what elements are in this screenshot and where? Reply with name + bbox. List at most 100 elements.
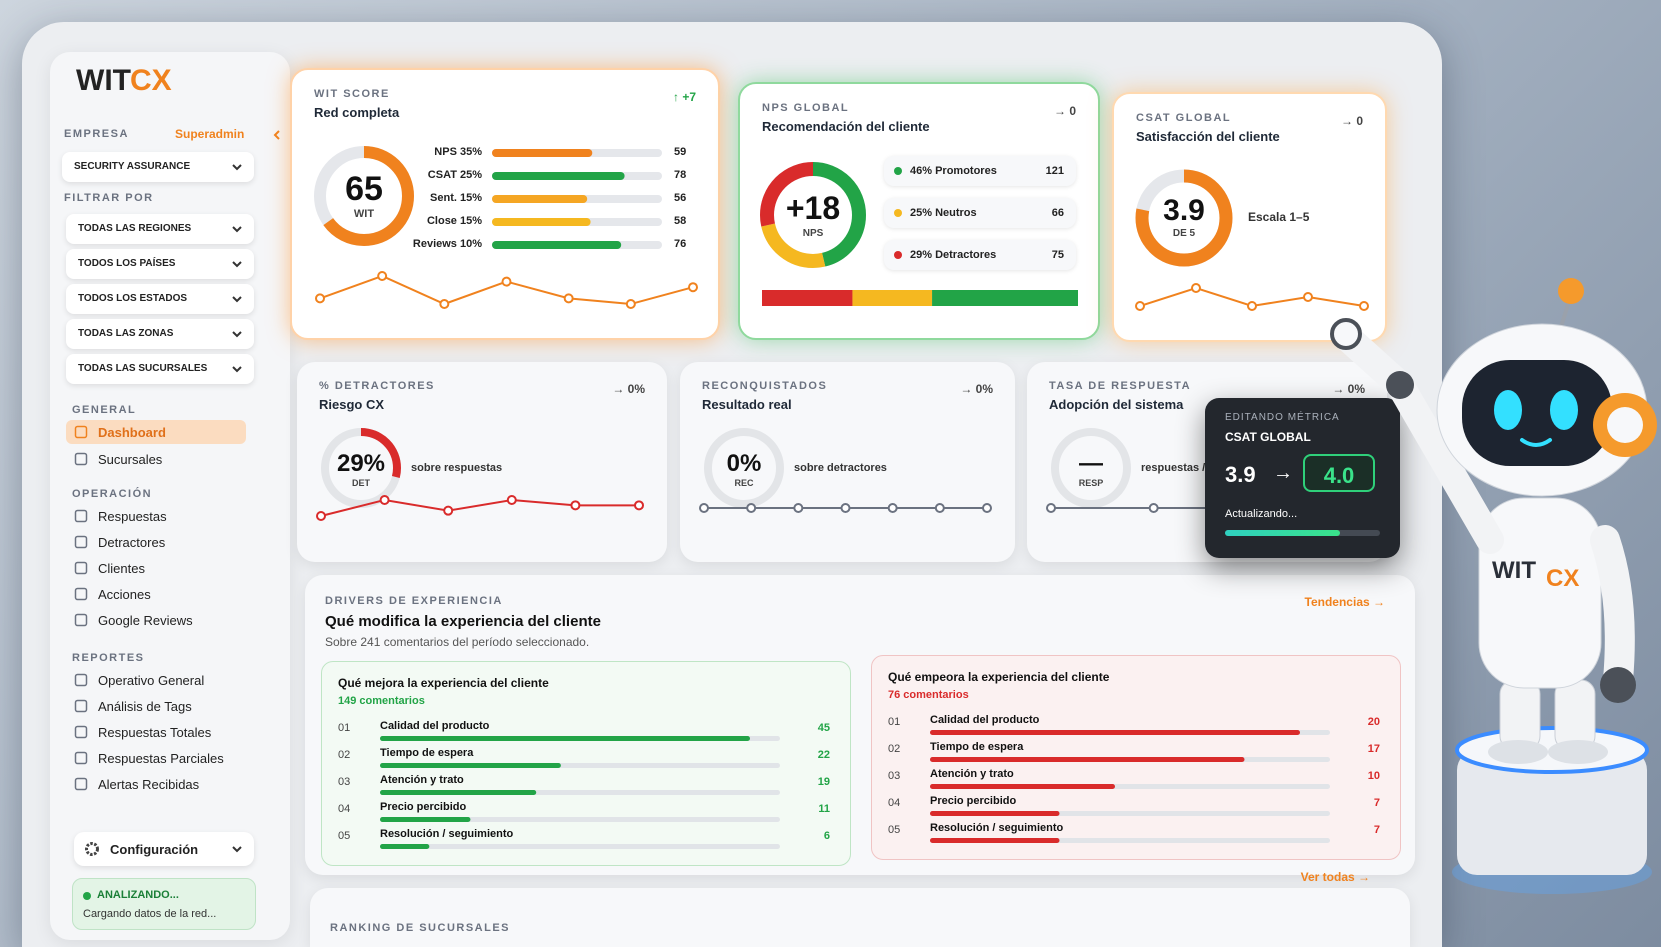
driver-value: 11 — [818, 803, 830, 815]
chevron — [232, 226, 242, 233]
nps-segment-pill: 29% Detractores 75 — [884, 240, 1076, 270]
dropdown-text: TODAS LAS REGIONES — [78, 223, 192, 234]
metric-editor-popup: EDITANDO MÉTRICA CSAT GLOBAL 3.9 → 4.0 Actual… — [1205, 398, 1400, 558]
nav-item[interactable]: Respuestas Totales — [66, 720, 246, 744]
dropdown[interactable]: TODAS LAS ZONAS — [66, 319, 254, 349]
gauge-arc — [321, 428, 401, 508]
trends-link[interactable]: Tendencias → — [1304, 595, 1385, 609]
robot-eye — [1494, 390, 1522, 430]
component-value: 59 — [674, 146, 687, 158]
nav-item[interactable]: Respuestas Parciales — [66, 746, 246, 770]
robot-elbow — [1386, 371, 1414, 399]
dropdown[interactable]: TODOS LOS PAÍSES — [66, 249, 254, 279]
settings-button[interactable]: Configuración — [74, 832, 254, 866]
dropdown[interactable]: TODAS LAS SUCURSALES — [66, 354, 254, 384]
driver-bar — [930, 730, 1330, 735]
dropdown[interactable]: SECURITY ASSURANCE — [62, 152, 254, 182]
dropdown[interactable]: TODAS LAS REGIONES — [66, 214, 254, 244]
nav-icon — [74, 777, 88, 791]
robot-chest-logo: WIT — [1492, 557, 1536, 584]
legend-dot — [894, 209, 902, 217]
dropdown[interactable]: TODOS LOS ESTADOS — [66, 284, 254, 314]
bar-fill — [492, 241, 622, 249]
sparkline — [1135, 283, 1369, 311]
card-delta: → 0 — [1053, 104, 1076, 118]
chevron-icon — [232, 296, 242, 303]
card-subtitle: Adopción del sistema — [1049, 397, 1184, 412]
editor-input[interactable]: 4.0 — [1303, 454, 1375, 492]
bar-fill — [930, 784, 1115, 789]
dot — [894, 209, 902, 217]
driver-panel-count: 76 comentarios — [888, 689, 969, 701]
driver-rank: 05 — [338, 830, 351, 842]
component-bar — [492, 241, 662, 249]
ranking-label: RANKING DE SUCURSALES — [330, 922, 511, 934]
nav-item-label: Respuestas — [98, 509, 167, 524]
icon-shape — [74, 587, 88, 601]
nav-item[interactable]: Alertas Recibidas — [66, 772, 246, 796]
trend-point — [840, 503, 851, 513]
nav-item[interactable]: Operativo General — [66, 668, 246, 692]
chevron — [232, 846, 242, 853]
metric-value: — — [1079, 450, 1103, 477]
detractors-card: % DETRACTORES Riesgo CX → 0% 29% DET sobre re… — [297, 362, 667, 562]
trend-point — [1247, 301, 1257, 311]
chevron-icon — [232, 261, 242, 268]
nav-item[interactable]: Detractores — [66, 530, 246, 554]
card-subtitle: Red completa — [314, 105, 400, 120]
driver-value: 45 — [817, 722, 830, 734]
component-value: 76 — [674, 238, 687, 250]
bar-fill — [380, 817, 471, 822]
nav-section-title: GENERAL — [72, 404, 137, 416]
card-label: NPS GLOBAL — [762, 102, 850, 114]
bar-fill — [492, 149, 593, 157]
driver-name: Resolución / seguimiento — [380, 828, 514, 840]
nav-item-label: Google Reviews — [98, 613, 193, 628]
nav-item[interactable]: Sucursales — [66, 447, 246, 471]
nps-segment-pill: 46% Promotores 121 — [884, 156, 1076, 186]
dropdown-text: TODOS LOS ESTADOS — [78, 293, 188, 304]
trend-point — [634, 500, 644, 511]
sparkline — [316, 495, 644, 521]
trend-point — [1359, 301, 1369, 311]
driver-name: Resolución / seguimiento — [930, 822, 1064, 834]
trend-point — [793, 503, 804, 513]
bar-fill — [380, 736, 750, 741]
nav-item[interactable]: Clientes — [66, 556, 246, 580]
nav-item[interactable]: Google Reviews — [66, 608, 246, 632]
drivers-card: DRIVERS DE EXPERIENCIA Qué modifica la ex… — [305, 575, 1415, 875]
role-link[interactable]: Superadmin — [175, 127, 245, 141]
bar-fill — [930, 730, 1300, 735]
trend-point — [443, 505, 454, 516]
card-label: % DETRACTORES — [319, 380, 435, 392]
icon-shape — [74, 561, 88, 575]
chevron-icon — [232, 226, 242, 233]
driver-bar — [930, 757, 1330, 762]
nav-item-label: Dashboard — [98, 425, 166, 440]
trend-point — [982, 503, 992, 513]
robot-leg — [1499, 679, 1541, 751]
nav-item[interactable]: Dashboard — [66, 420, 246, 444]
nav-icon — [74, 509, 88, 523]
trend-point — [688, 282, 698, 293]
driver-rank: 05 — [888, 824, 901, 836]
bar-fill — [492, 195, 588, 203]
editor-arrow: → — [1273, 462, 1293, 484]
dropdown-text: TODOS LOS PAÍSES — [78, 258, 176, 269]
bar-fill — [492, 218, 591, 226]
see-all-link[interactable]: Ver todas → — [1300, 870, 1370, 884]
nav-item[interactable]: Análisis de Tags — [66, 694, 246, 718]
nav-item[interactable]: Respuestas — [66, 504, 246, 528]
driver-bar — [930, 811, 1330, 816]
trend-point — [1148, 503, 1159, 513]
metric-unit: REC — [734, 478, 754, 488]
chevron-icon — [273, 130, 280, 140]
gauge-arc — [314, 146, 414, 246]
driver-name: Atención y trato — [380, 774, 464, 786]
component-label: Reviews 10% — [412, 238, 482, 250]
driver-value: 7 — [1373, 797, 1380, 809]
nav-item[interactable]: Acciones — [66, 582, 246, 606]
robot-torso — [1478, 497, 1602, 689]
driver-panel: Qué empeora la experiencia del cliente 76… — [871, 655, 1401, 860]
